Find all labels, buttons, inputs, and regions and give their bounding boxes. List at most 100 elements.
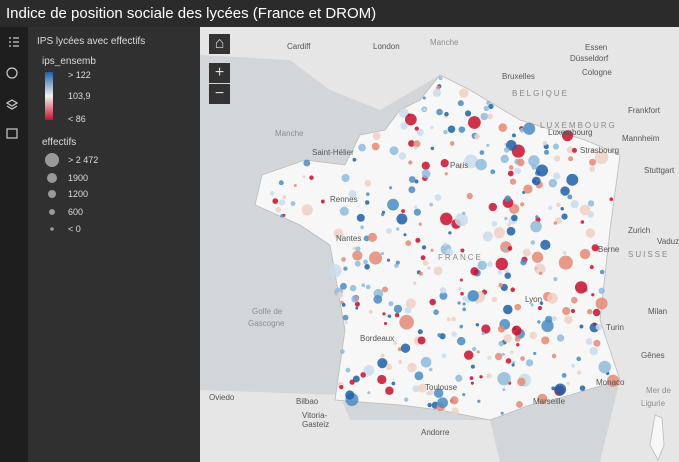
school-dot[interactable] xyxy=(439,287,447,294)
school-dot[interactable] xyxy=(462,302,466,306)
school-dot[interactable] xyxy=(433,388,444,398)
school-dot[interactable] xyxy=(514,336,521,342)
school-dot[interactable] xyxy=(428,367,433,372)
school-dot[interactable] xyxy=(479,375,483,379)
school-dot[interactable] xyxy=(413,281,417,285)
school-dot[interactable] xyxy=(421,161,430,170)
school-dot[interactable] xyxy=(564,315,573,325)
school-dot[interactable] xyxy=(393,340,398,345)
school-dot[interactable] xyxy=(420,356,432,368)
school-dot[interactable] xyxy=(399,314,414,330)
school-dot[interactable] xyxy=(458,287,462,291)
school-dot[interactable] xyxy=(351,295,359,303)
school-dot[interactable] xyxy=(589,346,598,356)
school-dot[interactable] xyxy=(516,343,520,347)
school-dot[interactable] xyxy=(486,100,491,105)
school-dot[interactable] xyxy=(503,333,512,343)
school-dot[interactable] xyxy=(339,385,344,390)
school-dot[interactable] xyxy=(520,259,527,266)
school-dot[interactable] xyxy=(421,169,431,179)
school-dot[interactable] xyxy=(535,215,539,219)
zoom-in-button[interactable]: + xyxy=(209,63,230,83)
school-dot[interactable] xyxy=(551,316,557,322)
school-dot[interactable] xyxy=(341,303,346,307)
school-dot[interactable] xyxy=(428,390,434,396)
zoom-out-button[interactable]: − xyxy=(209,84,230,104)
school-dot[interactable] xyxy=(462,296,468,301)
school-dot[interactable] xyxy=(507,170,514,177)
school-dot[interactable] xyxy=(470,267,479,276)
school-dot[interactable] xyxy=(421,245,427,250)
school-dot[interactable] xyxy=(430,146,435,151)
school-dot[interactable] xyxy=(389,146,399,156)
school-dot[interactable] xyxy=(458,126,466,133)
school-dot[interactable] xyxy=(377,358,388,369)
school-dot[interactable] xyxy=(494,352,503,361)
school-dot[interactable] xyxy=(498,282,503,288)
school-dot[interactable] xyxy=(303,159,311,167)
school-dot[interactable] xyxy=(520,202,525,207)
layers-icon[interactable] xyxy=(5,99,19,110)
school-dot[interactable] xyxy=(580,220,585,224)
school-dot[interactable] xyxy=(429,202,433,207)
school-dot[interactable] xyxy=(497,371,511,386)
school-dot[interactable] xyxy=(430,248,434,252)
school-dot[interactable] xyxy=(456,336,466,346)
school-dot[interactable] xyxy=(395,260,400,265)
school-dot[interactable] xyxy=(514,167,522,174)
school-dot[interactable] xyxy=(352,246,357,251)
school-dot[interactable] xyxy=(386,258,391,262)
school-dot[interactable] xyxy=(436,108,443,116)
school-dot[interactable] xyxy=(477,260,487,271)
school-dot[interactable] xyxy=(505,358,512,364)
school-dot[interactable] xyxy=(278,180,284,186)
school-dot[interactable] xyxy=(418,222,422,226)
school-dot[interactable] xyxy=(474,133,480,140)
school-dot[interactable] xyxy=(356,213,365,222)
school-dot[interactable] xyxy=(532,180,536,184)
school-dot[interactable] xyxy=(591,244,599,252)
school-dot[interactable] xyxy=(481,324,491,334)
school-dot[interactable] xyxy=(433,266,443,276)
school-dot[interactable] xyxy=(585,338,593,345)
school-dot[interactable] xyxy=(341,173,350,183)
school-dot[interactable] xyxy=(445,248,454,257)
school-dot[interactable] xyxy=(398,108,409,118)
school-dot[interactable] xyxy=(516,158,525,167)
school-dot[interactable] xyxy=(339,349,345,355)
school-dot[interactable] xyxy=(341,257,346,262)
school-dot[interactable] xyxy=(454,213,469,227)
school-dot[interactable] xyxy=(497,325,505,333)
school-dot[interactable] xyxy=(414,126,419,131)
school-dot[interactable] xyxy=(434,194,442,201)
school-dot[interactable] xyxy=(386,227,392,234)
school-dot[interactable] xyxy=(365,200,370,205)
school-dot[interactable] xyxy=(418,271,423,276)
school-dot[interactable] xyxy=(407,362,417,373)
school-dot[interactable] xyxy=(380,212,385,217)
school-dot[interactable] xyxy=(459,278,463,282)
notes-icon[interactable] xyxy=(6,128,18,139)
school-dot[interactable] xyxy=(553,277,558,282)
school-dot[interactable] xyxy=(383,321,388,326)
school-dot[interactable] xyxy=(495,257,509,271)
school-dot[interactable] xyxy=(586,309,593,315)
school-dot[interactable] xyxy=(458,164,464,170)
school-dot[interactable] xyxy=(320,199,325,204)
school-dot[interactable] xyxy=(497,270,503,275)
school-dot[interactable] xyxy=(395,227,400,231)
school-dot[interactable] xyxy=(280,214,284,218)
school-dot[interactable] xyxy=(520,356,525,361)
school-dot[interactable] xyxy=(525,359,534,367)
school-dot[interactable] xyxy=(457,301,461,305)
school-dot[interactable] xyxy=(439,291,448,300)
school-dot[interactable] xyxy=(537,306,543,311)
school-dot[interactable] xyxy=(498,123,508,132)
school-dot[interactable] xyxy=(404,306,412,314)
school-dot[interactable] xyxy=(505,140,517,151)
school-dot[interactable] xyxy=(408,176,416,183)
school-dot[interactable] xyxy=(403,397,409,402)
school-dot[interactable] xyxy=(571,363,575,368)
school-dot[interactable] xyxy=(570,200,579,209)
school-dot[interactable] xyxy=(470,381,474,385)
